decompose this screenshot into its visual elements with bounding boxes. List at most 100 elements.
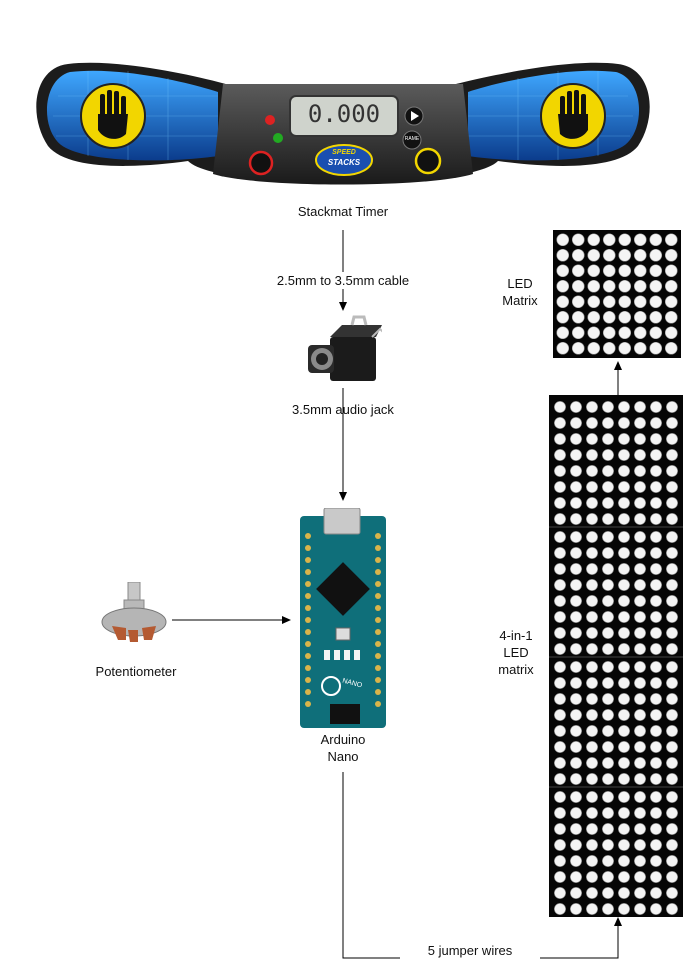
led-dot <box>650 855 662 867</box>
led-dot <box>602 401 614 413</box>
led-dot <box>666 595 678 607</box>
led-dot <box>649 341 663 355</box>
led-dot <box>554 595 566 607</box>
led-dot <box>554 465 566 477</box>
led-dot <box>666 481 678 493</box>
led-dot <box>570 871 582 883</box>
led-dot <box>618 326 632 340</box>
led-dot <box>633 326 647 340</box>
led-dot <box>602 855 614 867</box>
led-dot <box>618 310 632 324</box>
led-dot <box>650 547 662 559</box>
led-matrix-4in1-label-line3: matrix <box>498 662 534 677</box>
led-dot <box>650 595 662 607</box>
led-dot <box>634 449 646 461</box>
led-dot <box>554 661 566 673</box>
led-dot <box>650 627 662 639</box>
led-dot <box>618 871 630 883</box>
led-dot <box>602 248 616 262</box>
led-dot <box>586 855 598 867</box>
led-dot <box>649 310 663 324</box>
led-dot <box>602 465 614 477</box>
led-dot <box>586 579 598 591</box>
led-dot <box>602 807 614 819</box>
led-matrix-4in1-label-line1: 4-in-1 <box>499 628 533 643</box>
led-dot <box>586 903 598 915</box>
led-dot <box>602 531 614 543</box>
led-dot <box>556 295 570 309</box>
led-dot <box>634 531 646 543</box>
led-dot <box>570 823 582 835</box>
led-dot <box>666 433 678 445</box>
led-dot <box>570 401 582 413</box>
led-dot <box>586 481 598 493</box>
led-dot <box>554 627 566 639</box>
led-dot <box>618 839 630 851</box>
led-dot <box>586 823 598 835</box>
led-dot <box>602 773 614 785</box>
led-dot <box>586 887 598 899</box>
led-dot <box>586 839 598 851</box>
led-dot <box>666 611 678 623</box>
led-dot <box>650 417 662 429</box>
led-dot <box>666 449 678 461</box>
led-dot <box>570 839 582 851</box>
led-dot <box>634 433 646 445</box>
led-dot <box>602 709 614 721</box>
led-dot <box>650 401 662 413</box>
led-dot <box>554 481 566 493</box>
led-dot <box>650 791 662 803</box>
potentiometer-node <box>98 581 174 644</box>
led-dot <box>666 643 678 655</box>
led-dot <box>618 513 630 525</box>
led-dot <box>618 279 632 293</box>
led-dot <box>618 807 630 819</box>
led-dot <box>650 757 662 769</box>
led-dot <box>554 887 566 899</box>
led-dot <box>634 563 646 575</box>
led-dot <box>618 887 630 899</box>
reset-button[interactable] <box>414 147 442 175</box>
arduino-nano-label-line2: Nano <box>327 749 359 764</box>
led-dot <box>587 295 601 309</box>
led-dot <box>634 417 646 429</box>
stackmat-timer-label: Stackmat Timer <box>297 204 389 219</box>
led-dot <box>586 807 598 819</box>
led-dot <box>570 611 582 623</box>
led-dot <box>666 903 678 915</box>
rame-button-label: RAME <box>404 136 420 142</box>
led-dot <box>570 643 582 655</box>
led-dot <box>586 661 598 673</box>
led-dot <box>554 693 566 705</box>
led-dot <box>666 693 678 705</box>
reset-switch[interactable] <box>335 627 351 641</box>
stackmat-timer-node: 0.000 SPEED STACKS RAME <box>28 56 658 196</box>
led-dot <box>634 887 646 899</box>
arduino-nano-label-line1: Arduino <box>320 732 366 747</box>
potentiometer-label: Potentiometer <box>95 664 177 679</box>
led-dot <box>618 855 630 867</box>
led-dot <box>666 725 678 737</box>
led-dot <box>634 513 646 525</box>
led-dot <box>554 741 566 753</box>
led-dot <box>666 757 678 769</box>
led-dot <box>618 401 630 413</box>
power-button[interactable] <box>248 150 274 176</box>
led-dot <box>650 741 662 753</box>
led-dot <box>664 264 678 278</box>
led-dot <box>602 661 614 673</box>
rame-button[interactable] <box>402 130 422 150</box>
led-dot <box>586 791 598 803</box>
led-dot <box>586 611 598 623</box>
led-dot <box>634 823 646 835</box>
timer-display-text: 0.000 <box>307 100 381 128</box>
usb-port[interactable] <box>323 507 361 535</box>
led-dot <box>650 807 662 819</box>
led-dot <box>587 233 601 247</box>
led-dot <box>666 513 678 525</box>
led-dot <box>602 677 614 689</box>
led-dot <box>570 595 582 607</box>
led-dot <box>602 481 614 493</box>
led-dot <box>602 547 614 559</box>
logo-line1: SPEED <box>332 149 356 156</box>
